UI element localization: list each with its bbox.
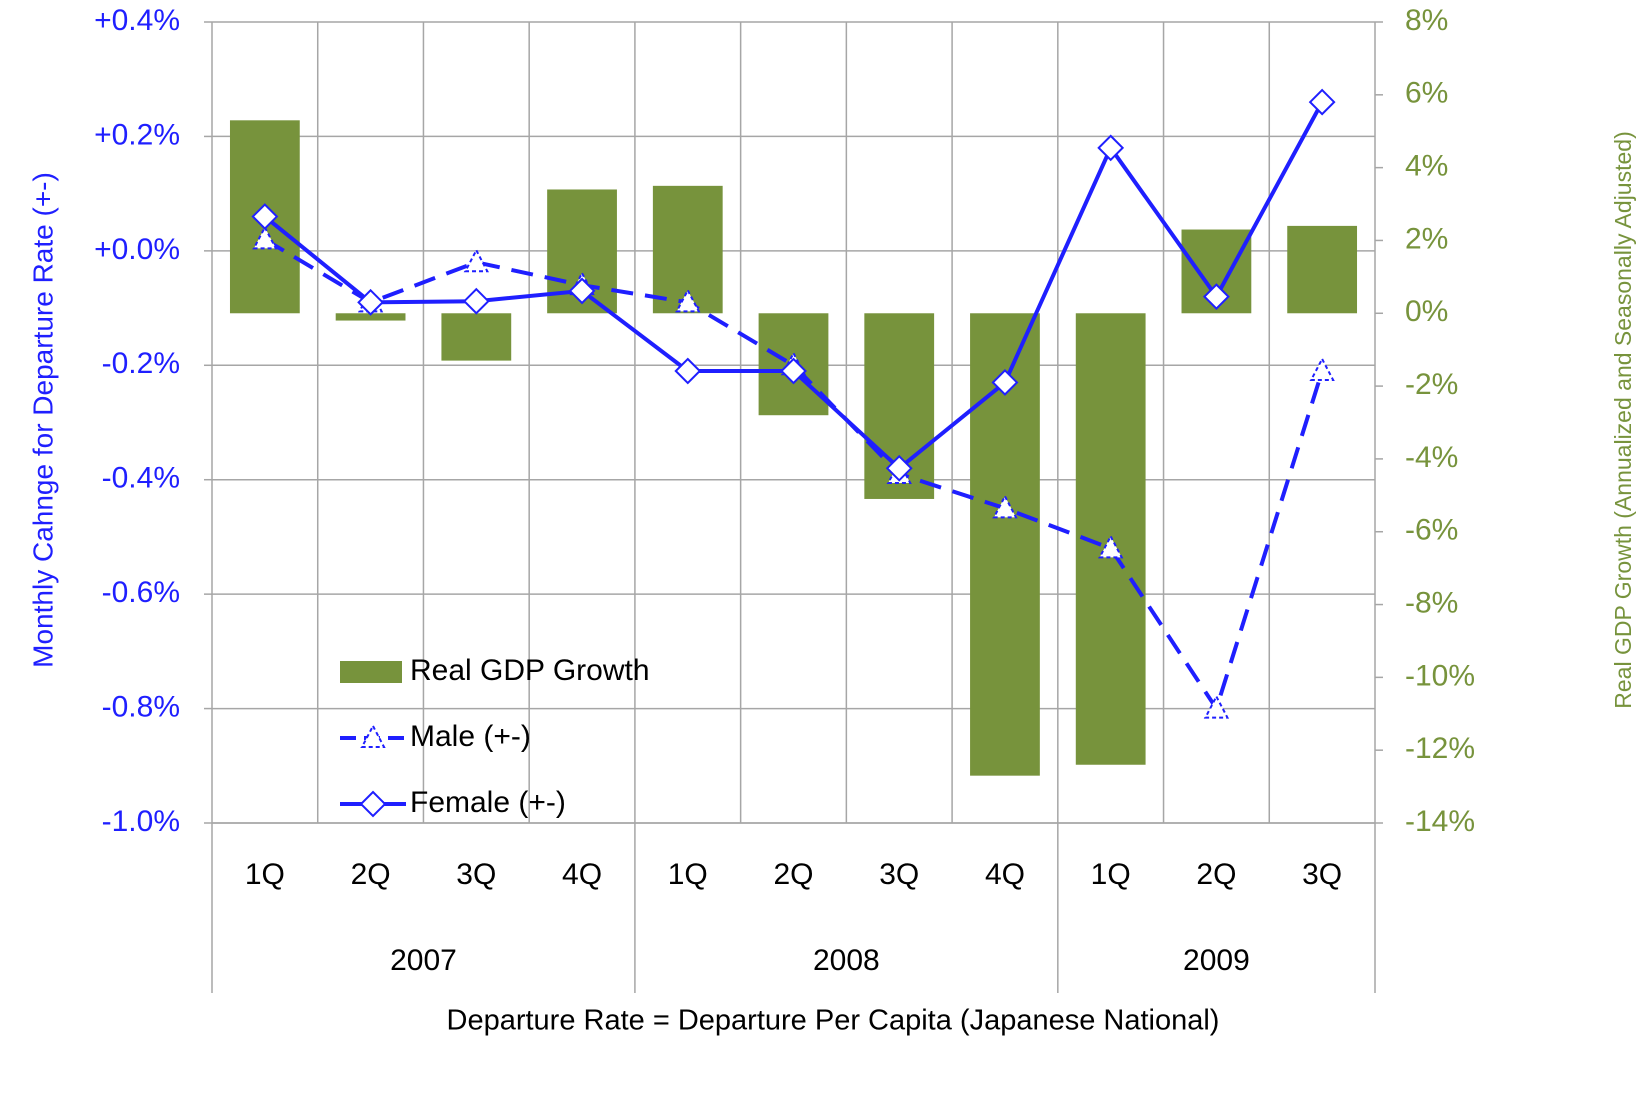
marker	[462, 287, 490, 315]
x-group-label: 2007	[390, 944, 457, 977]
marker	[675, 288, 701, 313]
marker	[357, 288, 385, 316]
marker	[885, 454, 913, 482]
bar	[1287, 225, 1358, 314]
x-group-label: 2008	[813, 944, 880, 977]
legend-label: Male (+-)	[410, 720, 531, 753]
y2-tick-label: -14%	[1405, 805, 1475, 838]
y-tick-label: -0.2%	[102, 347, 180, 380]
y2-tick-label: -4%	[1405, 441, 1458, 474]
y2-tick-label: -2%	[1405, 368, 1458, 401]
legend-label: Real GDP Growth	[410, 654, 650, 687]
y-tick-label: +0.2%	[94, 118, 180, 151]
marker	[674, 357, 702, 385]
bar	[335, 313, 406, 321]
y2-tick-label: 0%	[1405, 295, 1448, 328]
x-tick-label: 1Q	[1091, 858, 1131, 891]
legend-marker	[359, 790, 387, 818]
x-tick-label: 4Q	[985, 858, 1025, 891]
x-tick-label: 4Q	[562, 858, 602, 891]
marker	[463, 248, 489, 273]
y-tick-label: +0.4%	[94, 4, 180, 37]
marker	[1097, 134, 1125, 162]
y-axis-title: Monthly Cahnge for Departure Rate (+-)	[27, 172, 58, 668]
y2-tick-label: 4%	[1405, 150, 1448, 183]
y2-tick-label: -12%	[1405, 732, 1475, 765]
grid	[211, 21, 1376, 824]
y2-tick-label: -10%	[1405, 659, 1475, 692]
x-tick-label: 3Q	[879, 858, 919, 891]
marker	[568, 277, 596, 305]
x-tick-label: 3Q	[1302, 858, 1342, 891]
marker	[780, 357, 807, 385]
marker	[991, 369, 1019, 396]
legend-label: Female (+-)	[410, 786, 566, 819]
y2-tick-label: -6%	[1405, 514, 1458, 547]
y2-axis-title: Real GDP Growth (Annualized and Seasonal…	[1610, 131, 1636, 708]
legend-swatch	[340, 661, 402, 683]
x-group-label: 2009	[1183, 944, 1250, 977]
x-tick-label: 1Q	[668, 858, 708, 891]
x-tick-label: 2Q	[773, 858, 813, 891]
marker	[992, 494, 1018, 519]
legend: Real GDP Growth Male (+-) Female (+-)	[340, 654, 650, 819]
x-tick-label: 2Q	[351, 858, 391, 891]
legend-marker	[360, 723, 386, 748]
y-tick-label: -0.6%	[102, 576, 180, 609]
x-tick-label: 2Q	[1196, 858, 1236, 891]
x-tick-label: 1Q	[245, 858, 285, 891]
y-tick-label: -1.0%	[102, 805, 180, 838]
y2-tick-label: 8%	[1405, 4, 1448, 37]
y-tick-label: -0.4%	[102, 462, 180, 495]
marker	[251, 203, 279, 230]
y-tick-label: -0.8%	[102, 690, 180, 723]
marker	[1203, 694, 1230, 719]
marker	[1309, 356, 1335, 382]
marker	[1202, 283, 1230, 311]
x-axis-title: Departure Rate = Departure Per Capita (J…	[447, 1005, 1220, 1037]
x-tick-label: 3Q	[456, 858, 496, 891]
marker	[252, 225, 278, 250]
marker	[1098, 534, 1124, 559]
marker	[1308, 88, 1336, 116]
y-tick-label: +0.0%	[94, 233, 180, 266]
y2-tick-label: -8%	[1405, 586, 1458, 619]
y2-tick-label: 6%	[1405, 77, 1448, 110]
y2-tick-label: 2%	[1405, 222, 1448, 255]
bar	[441, 313, 512, 361]
